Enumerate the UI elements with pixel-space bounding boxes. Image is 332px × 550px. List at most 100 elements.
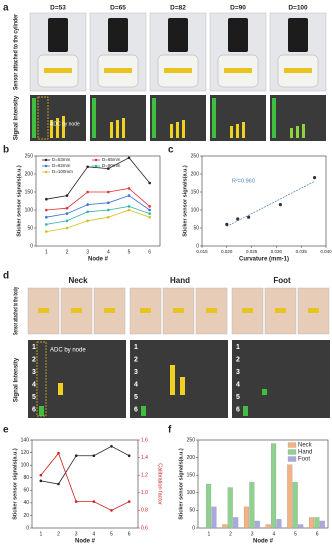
node-number: 1 (32, 344, 36, 351)
point (86, 210, 89, 214)
sensor (38, 308, 49, 313)
point (107, 208, 110, 212)
signal-bar (290, 128, 293, 138)
signal-panel (232, 340, 330, 418)
x-tick-label: 1 (207, 531, 210, 537)
point (127, 500, 131, 503)
y-tick-label: 250 (191, 153, 200, 159)
row-title: Sensor attached to the body (14, 287, 20, 335)
signal-bar (58, 383, 63, 395)
y-tick-label: 0 (196, 243, 199, 249)
phone (288, 18, 308, 52)
y-tick-label: 50 (189, 508, 195, 514)
bar (206, 483, 212, 529)
signal-bar (182, 120, 185, 138)
point (127, 187, 131, 190)
bar (319, 520, 325, 529)
node-number: 2 (32, 356, 36, 363)
node-column (141, 406, 146, 416)
y2-tick-label: 1.0 (141, 490, 148, 496)
point (65, 226, 69, 230)
y-tick-label: 120 (21, 450, 30, 456)
legend-label: Foot (298, 457, 310, 463)
point (312, 176, 317, 180)
phone (228, 18, 248, 52)
panel-label: e (3, 425, 9, 436)
adc-box (37, 96, 49, 140)
line (40, 452, 130, 511)
signal-bar (180, 377, 185, 395)
sensor (104, 308, 115, 313)
node-column (152, 98, 156, 138)
y-tick-label: 100 (25, 207, 34, 213)
signal-panel (130, 340, 228, 418)
y-tick-label: 200 (25, 171, 34, 177)
point (278, 203, 282, 207)
bar (249, 482, 255, 529)
x-tick-label: 4 (107, 249, 110, 255)
point (236, 217, 240, 221)
annotation: ADC by node (50, 348, 86, 354)
x-tick-label: 4 (272, 531, 275, 537)
point (127, 205, 131, 208)
node-column (39, 406, 44, 416)
column-label: D=90 (230, 5, 246, 12)
x-tick-label: 4 (92, 531, 95, 537)
axis-frame (201, 155, 327, 247)
y-tick-label: 200 (191, 171, 200, 177)
legend-swatch (94, 164, 98, 168)
point (148, 208, 151, 212)
y-axis-label: Sticker sensor signals(a.u.) (182, 165, 188, 237)
phone (108, 18, 128, 52)
node-number: 6 (236, 406, 240, 413)
signal-bar (62, 116, 65, 138)
point (45, 197, 48, 201)
sensor (308, 308, 319, 313)
column-label: Neck (68, 276, 88, 285)
node-number: 4 (134, 381, 138, 388)
y-tick-label: 250 (187, 437, 196, 443)
x-tick-label: 6 (148, 249, 151, 255)
x-tick-label: 5 (294, 531, 297, 537)
point (45, 223, 48, 226)
node-number: 3 (134, 369, 138, 376)
point (107, 167, 110, 170)
sensor (104, 68, 132, 73)
x-tick-label: 1 (39, 531, 42, 537)
signal-bar (56, 118, 59, 138)
signal-bar (116, 120, 119, 138)
sensor (284, 68, 312, 73)
y-tick-label: 20 (23, 513, 29, 519)
legend-label: Neck (298, 443, 313, 449)
point (127, 194, 131, 197)
y-tick-label: 150 (25, 189, 34, 195)
y-tick-label: 100 (21, 462, 30, 468)
bar (271, 443, 277, 529)
x-tick-label: 6 (128, 531, 131, 537)
point (57, 451, 60, 455)
fit-line (226, 181, 315, 227)
signal-bar (170, 365, 175, 395)
signal-bar (122, 118, 125, 138)
y-tick-label: 0 (26, 525, 29, 531)
point (39, 473, 43, 477)
legend-label: Hand (298, 450, 312, 456)
node-column (243, 406, 248, 416)
y2-tick-label: 1.6 (141, 437, 148, 443)
node-number: 6 (134, 406, 138, 413)
legend-swatch (44, 158, 48, 162)
sensor (140, 308, 151, 313)
signal-bar (296, 126, 299, 138)
y2-tick-label: 0.6 (141, 525, 148, 531)
panel-label: f (168, 425, 172, 436)
column-label: D=100 (288, 5, 308, 12)
signal-bar (302, 124, 305, 138)
x-axis-label: Node # (253, 539, 274, 545)
node-column (32, 98, 36, 138)
column-label: D=82 (170, 5, 186, 12)
point (110, 444, 113, 448)
row-title: Signal Intensity (14, 95, 20, 140)
y2-tick-label: 1.4 (141, 455, 148, 461)
axis-frame (35, 155, 161, 247)
x-tick-label: 0.015 (196, 249, 208, 254)
